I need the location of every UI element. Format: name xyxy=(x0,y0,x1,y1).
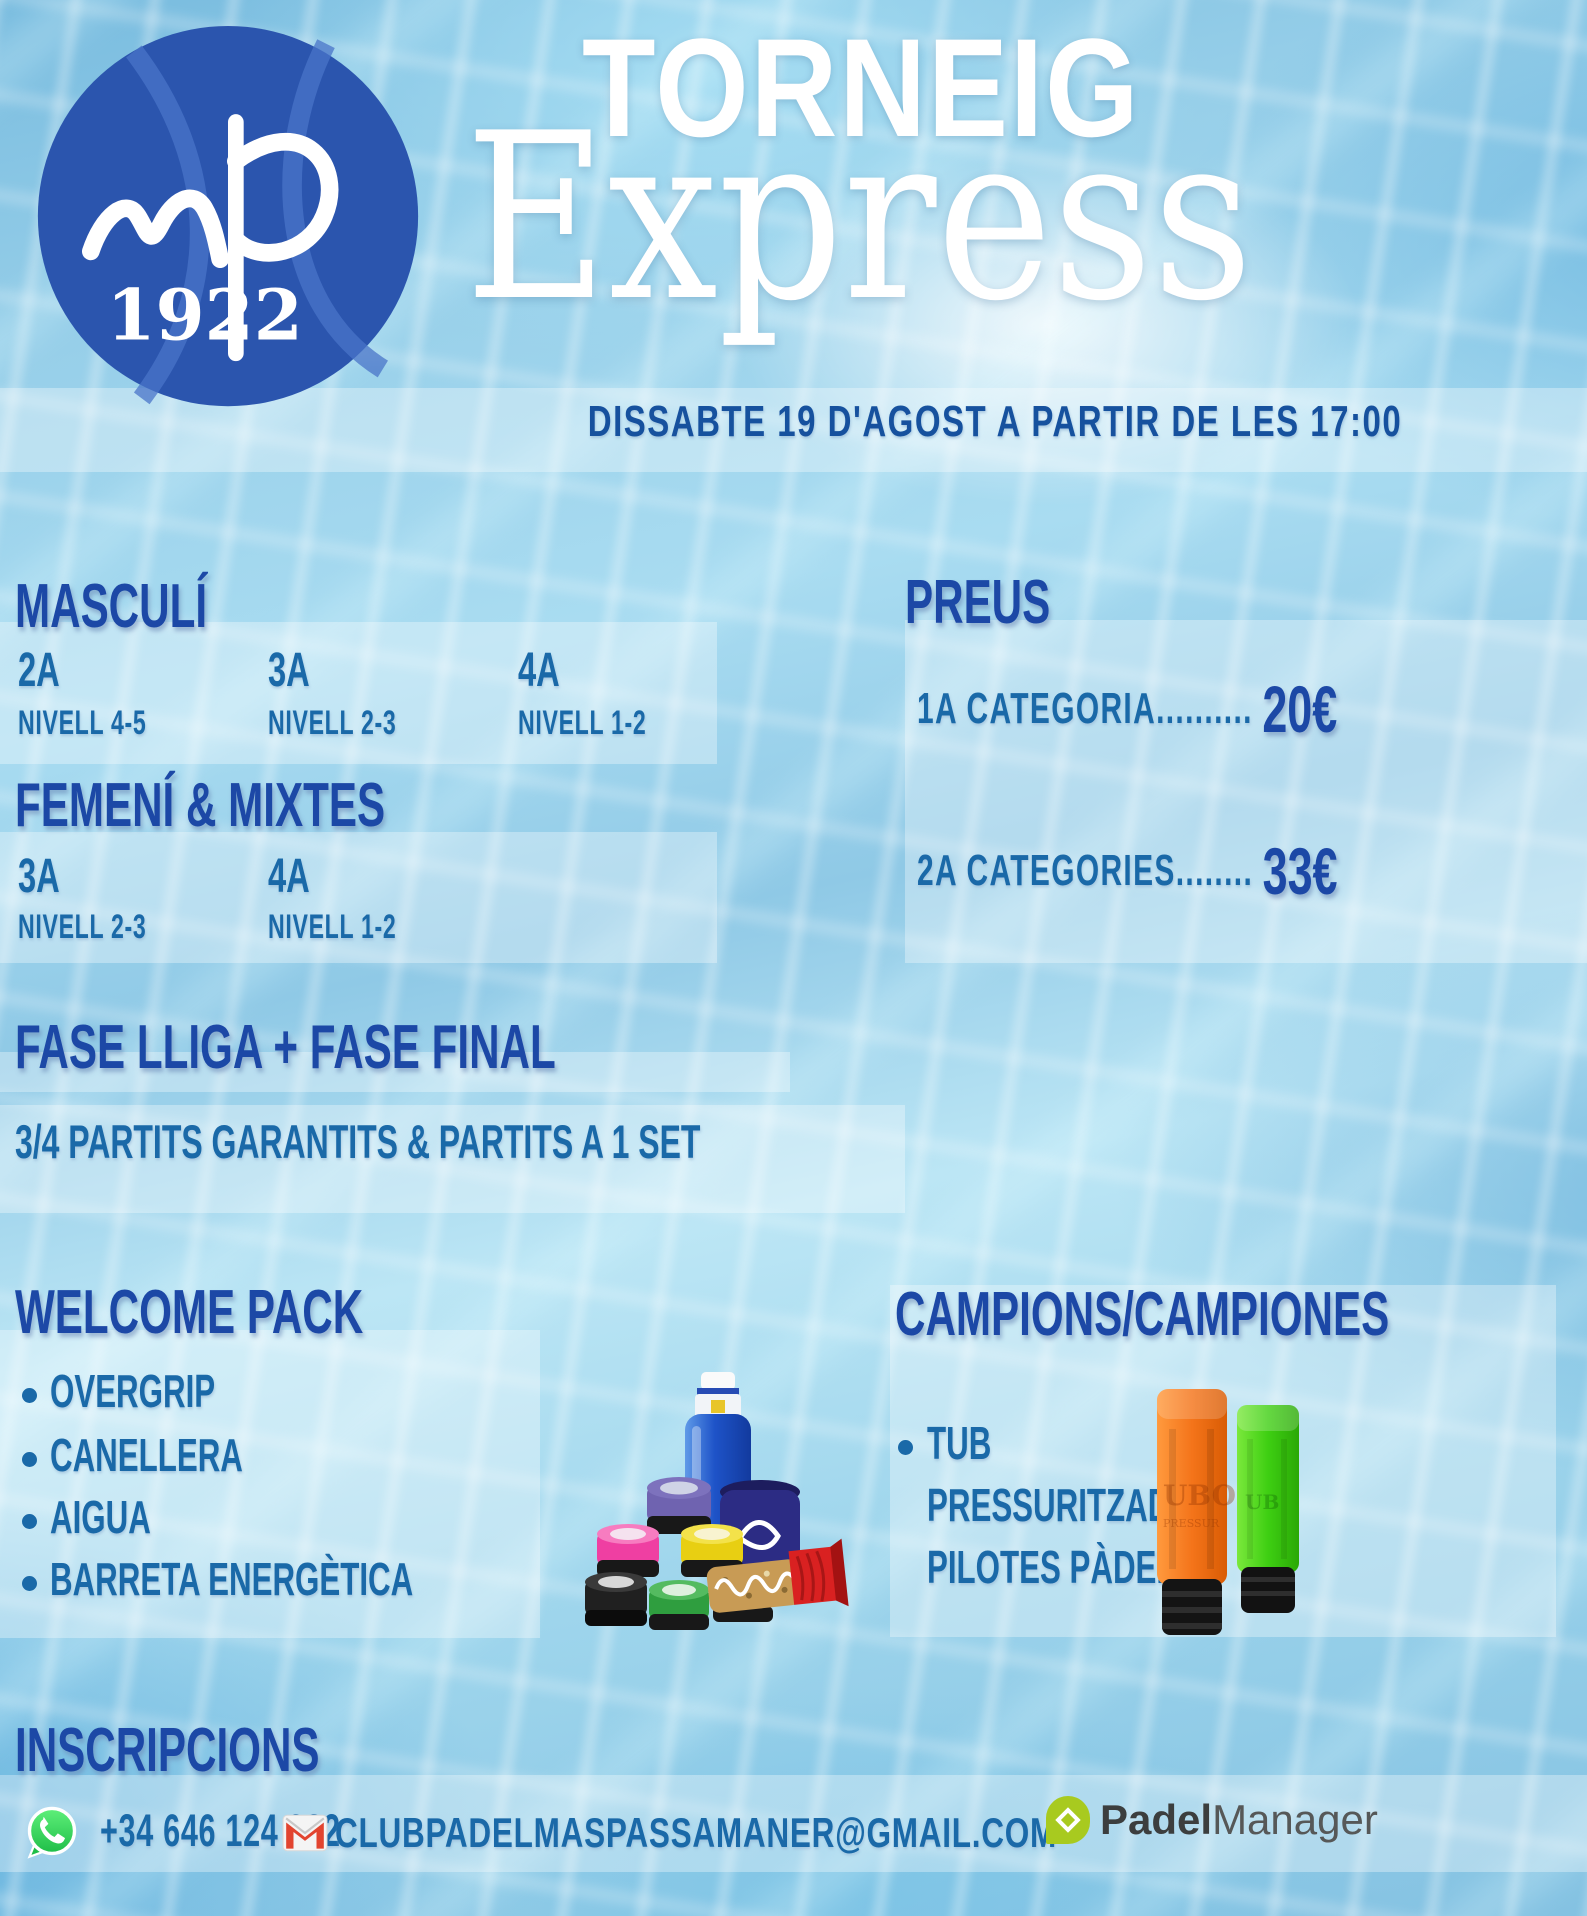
contact-email: CLUBPADELMASPASSAMANER@GMAIL.COM xyxy=(335,1812,1298,1854)
section-inscripcions-heading: INSCRIPCIONS xyxy=(15,1720,463,1782)
club-logo-graphic: 1922 xyxy=(37,25,419,407)
section-masculi-heading: MASCULÍ xyxy=(15,576,297,638)
gmail-icon xyxy=(282,1814,328,1852)
price-row-2: 2A CATEGORIES........ 33€ xyxy=(917,838,1338,904)
section-fase-heading: FASE LLIGA + FASE FINAL xyxy=(15,1017,810,1079)
section-campions-heading-text: CAMPIONS/CAMPIONES xyxy=(895,1280,1390,1349)
masculi-cat-1-level: NIVELL 4-5 xyxy=(18,706,207,740)
price-row-1-value: 20€ xyxy=(1262,672,1338,746)
price-row-2-value: 33€ xyxy=(1262,834,1338,908)
fase-heading-band xyxy=(0,1052,790,1092)
femeni-cat-1-level-text: NIVELL 2-3 xyxy=(18,908,147,946)
energy-bar xyxy=(706,1538,849,1613)
section-welcome-heading: WELCOME PACK xyxy=(15,1282,527,1344)
masculi-cat-2-level-text: NIVELL 2-3 xyxy=(268,704,397,742)
fase-subheading: 3/4 PARTITS GARANTITS & PARTITS A 1 SET xyxy=(15,1118,1023,1165)
svg-text:PRESSUR: PRESSUR xyxy=(1163,1517,1220,1530)
femeni-cat-1-name-text: 3A xyxy=(18,850,60,903)
preus-panel xyxy=(905,620,1587,963)
section-inscripcions-heading-text: INSCRIPCIONS xyxy=(15,1716,320,1785)
poster-title-top: TORNEIG xyxy=(582,18,1231,158)
femeni-cat-1-name: 3A xyxy=(18,853,79,901)
welcome-item-3: AIGUA xyxy=(50,1494,198,1540)
femeni-cat-1-level: NIVELL 2-3 xyxy=(18,910,207,944)
padelmanager-wordmark: PadelManager xyxy=(1100,1799,1378,1841)
welcome-item-1-text: OVERGRIP xyxy=(50,1365,216,1417)
masculi-cat-1-name-text: 2A xyxy=(18,644,60,697)
poster-title-main: Express xyxy=(465,104,1392,334)
monogram-m xyxy=(81,189,229,269)
fase-sub-band xyxy=(0,1105,905,1213)
section-masculi-heading-text: MASCULÍ xyxy=(15,572,208,641)
section-welcome-heading-text: WELCOME PACK xyxy=(15,1278,364,1347)
fase-subheading-text: 3/4 PARTITS GARANTITS & PARTITS A 1 SET xyxy=(15,1115,701,1168)
welcome-item-2: CANELLERA xyxy=(50,1432,334,1478)
whatsapp-icon xyxy=(25,1805,79,1859)
femeni-cat-2-level-text: NIVELL 1-2 xyxy=(268,908,397,946)
masculi-band xyxy=(0,622,717,764)
welcome-bullet-dot xyxy=(22,1576,37,1591)
welcome-panel xyxy=(0,1330,540,1638)
orange-tube: UBO PRESSUR xyxy=(1157,1389,1236,1635)
masculi-cat-1-name: 2A xyxy=(18,647,79,695)
section-femeni-heading-text: FEMENÍ & MIXTES xyxy=(15,771,386,840)
svg-text:UB: UB xyxy=(1245,1490,1279,1514)
event-date-text: DISSABTE 19 D'AGOST A PARTIR DE LES 17:0… xyxy=(587,397,1403,446)
section-preus-heading: PREUS xyxy=(905,572,1119,634)
club-logo: 1922 xyxy=(32,16,424,426)
welcome-bullet-dot xyxy=(22,1514,37,1529)
padelmanager-logo: PadelManager xyxy=(1046,1796,1378,1844)
masculi-cat-3-name: 4A xyxy=(518,647,579,695)
welcome-bullet-dot xyxy=(22,1452,37,1467)
femeni-band xyxy=(0,832,717,963)
section-femeni-heading: FEMENÍ & MIXTES xyxy=(15,775,559,837)
event-date: DISSABTE 19 D'AGOST A PARTIR DE LES 17:0… xyxy=(430,400,1560,444)
section-campions-heading: CAMPIONS/CAMPIONES xyxy=(895,1284,1587,1346)
campions-prize-line-3: PILOTES PÀDEL xyxy=(927,1541,1176,1593)
masculi-cat-2-name-text: 3A xyxy=(268,644,310,697)
welcome-item-2-text: CANELLERA xyxy=(50,1429,243,1481)
masculi-cat-2-name: 3A xyxy=(268,647,329,695)
campions-prize-line-1: TUB xyxy=(927,1417,992,1469)
masculi-cat-3-level: NIVELL 1-2 xyxy=(518,706,707,740)
svg-text:UBO: UBO xyxy=(1163,1479,1236,1512)
section-fase-heading-text: FASE LLIGA + FASE FINAL xyxy=(15,1013,556,1082)
femeni-cat-2-name: 4A xyxy=(268,853,329,901)
padelmanager-word-bold: Padel xyxy=(1100,1796,1213,1843)
welcome-pack-photo xyxy=(585,1370,865,1630)
welcome-item-4: BARRETA ENERGÈTICA xyxy=(50,1556,584,1602)
poster-title-main-text: Express xyxy=(465,85,1253,352)
masculi-cat-2-level: NIVELL 2-3 xyxy=(268,706,457,740)
price-row-1: 1A CATEGORIA.......... 20€ xyxy=(917,676,1337,742)
padelmanager-diamond xyxy=(1055,1807,1081,1833)
padelmanager-word-regular: Manager xyxy=(1212,1796,1378,1843)
welcome-item-4-text: BARRETA ENERGÈTICA xyxy=(50,1553,414,1605)
masculi-cat-3-name-text: 4A xyxy=(518,644,560,697)
green-tube: UB xyxy=(1237,1405,1299,1613)
pressurizer-tubes-photo: UB UBO PRESSUR xyxy=(1145,1383,1335,1648)
price-row-1-label: 1A CATEGORIA.......... xyxy=(917,684,1253,733)
campions-bullet-dot xyxy=(898,1440,913,1455)
welcome-item-1: OVERGRIP xyxy=(50,1368,293,1414)
poster-title-top-text: TORNEIG xyxy=(582,9,1141,166)
welcome-bullet-dot xyxy=(22,1388,37,1403)
section-preus-heading-text: PREUS xyxy=(905,568,1051,637)
welcome-item-3-text: AIGUA xyxy=(50,1491,151,1543)
monogram-p-loop xyxy=(227,132,339,262)
price-row-2-label: 2A CATEGORIES........ xyxy=(917,846,1254,895)
logo-year: 1922 xyxy=(106,274,302,357)
padelmanager-icon xyxy=(1046,1796,1090,1844)
femeni-cat-2-name-text: 4A xyxy=(268,850,310,903)
contact-email-text: CLUBPADELMASPASSAMANER@GMAIL.COM xyxy=(335,1809,1058,1856)
masculi-cat-3-level-text: NIVELL 1-2 xyxy=(518,704,647,742)
femeni-cat-2-level: NIVELL 1-2 xyxy=(268,910,457,944)
contact-band xyxy=(0,1775,1587,1872)
masculi-cat-1-level-text: NIVELL 4-5 xyxy=(18,704,147,742)
